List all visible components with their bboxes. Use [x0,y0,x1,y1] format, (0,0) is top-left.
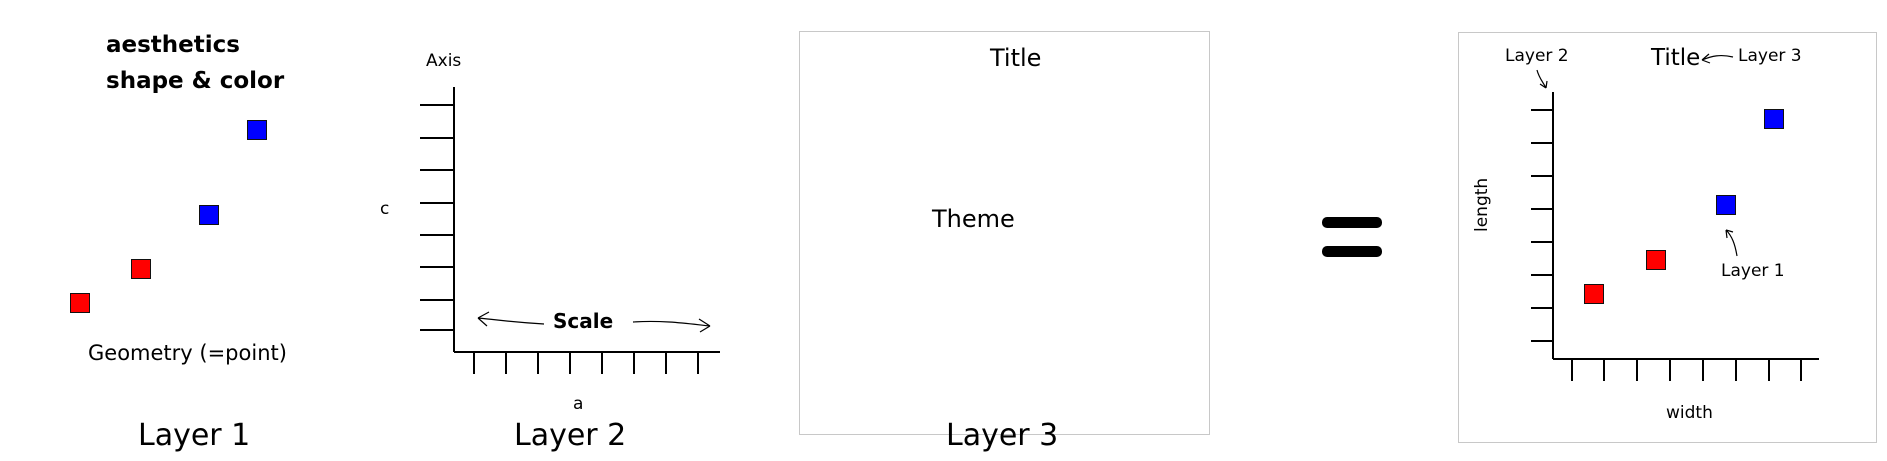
layer2-x-label: a [573,394,584,414]
layer3-annotation-arrow [1701,53,1734,64]
combined-plot-frame [1458,32,1877,443]
equals-sign-lower-bar [1322,246,1382,257]
layer1-point [70,293,90,313]
layer1-point [247,120,267,140]
layer3-plot-title: Title [990,44,1042,72]
combined-y-ticks [1531,109,1553,342]
combined-point [1716,195,1736,215]
theme-label: Theme [932,205,1015,233]
layer2-y-label: c [380,199,390,219]
layer2-y-ticks [420,104,454,331]
layer2-annotation: Layer 2 [1505,46,1569,66]
layer1-annotation-arrow [1725,229,1738,257]
scale-arrow-right [632,318,711,333]
layer3-title: Layer 3 [946,418,1059,453]
layer2-annotation-arrow [1536,69,1548,89]
layer3-frame [799,31,1210,435]
combined-plot-title: Title [1651,45,1701,71]
axis-label: Axis [426,51,462,71]
combined-point [1764,109,1784,129]
layer1-title: Layer 1 [138,418,251,453]
aesthetics-label-line2: shape & color [106,68,285,94]
combined-x-ticks [1571,359,1802,381]
equals-sign [1322,217,1382,228]
geometry-label: Geometry (=point) [88,341,287,365]
scale-arrow-left [477,311,545,327]
layer1-annotation: Layer 1 [1721,261,1785,281]
layer3-annotation: Layer 3 [1738,46,1802,66]
aesthetics-label-line1: aesthetics [106,32,240,58]
scale-label: Scale [553,309,614,333]
layer1-point [131,259,151,279]
combined-point [1646,250,1666,270]
combined-x-label: width [1666,403,1713,423]
layer1-point [199,205,219,225]
layer2-title: Layer 2 [514,418,627,453]
layer2-x-ticks [473,352,699,374]
combined-point [1584,284,1604,304]
